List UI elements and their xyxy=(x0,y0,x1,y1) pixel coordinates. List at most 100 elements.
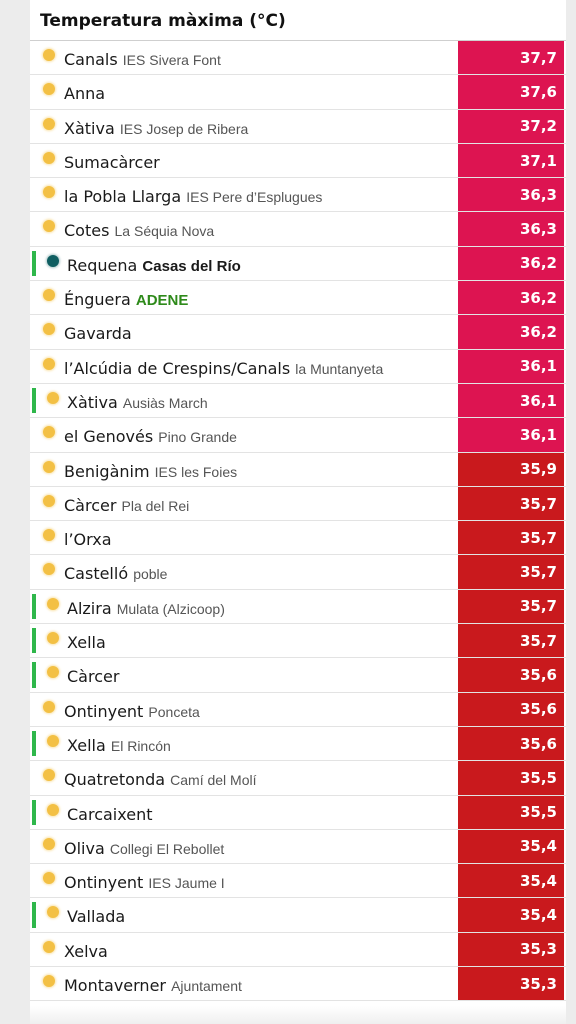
table-row[interactable]: Canals IES Sivera Font 37,7 xyxy=(30,41,566,76)
table-row[interactable]: l’Orxa 35,7 xyxy=(30,521,566,556)
temperature-value: 35,4 xyxy=(458,864,564,898)
sun-icon xyxy=(43,940,55,953)
table-row[interactable]: Ontinyent Ponceta 35,6 xyxy=(30,692,566,727)
table-row[interactable]: Xella 35,7 xyxy=(30,624,566,659)
sun-icon xyxy=(43,186,55,199)
sun-icon xyxy=(43,460,55,473)
station-name: Càrcer xyxy=(67,667,120,687)
station-label: Sumacàrcer xyxy=(64,153,160,172)
table-row[interactable]: Sumacàrcer 37,1 xyxy=(30,143,566,179)
row-marker xyxy=(32,593,36,620)
temperature-value: 35,5 xyxy=(458,761,564,795)
table-row[interactable]: Xàtiva Ausiàs March 36,1 xyxy=(30,383,566,419)
station-name: Xelva xyxy=(64,941,108,961)
station-name: Càrcer xyxy=(64,495,117,515)
station-place: Mulata (Alzicoop) xyxy=(116,600,225,617)
station-name: Oliva xyxy=(64,838,105,858)
station-label: Càrcer xyxy=(67,667,119,686)
sun-icon xyxy=(47,391,59,404)
station-label: Cotes La Séquia Nova xyxy=(64,221,214,240)
temperature-value: 36,3 xyxy=(458,178,564,212)
temperature-value: 36,2 xyxy=(458,246,564,281)
station-place: Camí del Molí xyxy=(170,772,257,789)
station-place: Pla del Rei xyxy=(121,497,190,514)
station-name: la Pobla Llarga xyxy=(64,187,182,207)
sun-icon xyxy=(43,769,55,782)
sun-icon xyxy=(47,632,59,645)
sun-icon xyxy=(43,837,55,850)
temperature-value: 35,7 xyxy=(458,521,564,555)
table-row[interactable]: el Genovés Pino Grande 36,1 xyxy=(30,418,566,453)
temperature-value: 35,4 xyxy=(458,898,564,932)
station-name: Xella xyxy=(67,735,106,755)
station-name: Xàtiva xyxy=(64,118,115,138)
temperature-value: 36,1 xyxy=(458,383,564,418)
station-name: Montaverner xyxy=(64,976,166,996)
temperature-value: 37,7 xyxy=(458,41,564,75)
station-name: Canals xyxy=(64,50,118,69)
table-row[interactable]: Vallada 35,4 xyxy=(30,898,566,933)
temperature-value: 35,3 xyxy=(458,967,564,1001)
station-label: Ontinyent IES Jaume I xyxy=(64,873,225,892)
table-row[interactable]: Quatretonda Camí del Molí 35,5 xyxy=(30,761,566,796)
station-name: Requena xyxy=(67,255,138,275)
station-place: ADENE xyxy=(135,292,189,310)
sun-icon xyxy=(47,906,59,919)
table-row[interactable]: Énguera ADENE 36,2 xyxy=(30,281,566,316)
temperature-value: 36,1 xyxy=(458,349,564,383)
station-place: IES Jaume I xyxy=(148,875,225,892)
station-place: Ajuntament xyxy=(171,978,242,995)
temperature-value: 37,1 xyxy=(458,143,564,178)
temperature-value: 36,2 xyxy=(458,315,564,349)
table-row[interactable]: Gavarda 36,2 xyxy=(30,315,566,350)
sun-icon xyxy=(43,220,55,233)
sun-icon xyxy=(43,151,55,164)
table-row[interactable]: Xàtiva IES Josep de Ribera 37,2 xyxy=(30,109,566,144)
temperature-value: 37,2 xyxy=(458,109,564,143)
table-row[interactable]: Castelló poble 35,7 xyxy=(30,555,566,590)
temperature-value: 35,9 xyxy=(458,452,564,486)
table-row[interactable]: Ontinyent IES Jaume I 35,4 xyxy=(30,864,566,899)
station-label: Requena Casas del Río xyxy=(67,256,241,275)
table-row[interactable]: Xella El Rincón 35,6 xyxy=(30,726,566,762)
table-row[interactable]: Càrcer Pla del Rei 35,7 xyxy=(30,486,566,522)
table-row[interactable]: Càrcer 35,6 xyxy=(30,658,566,693)
table-row[interactable]: Cotes La Séquia Nova 36,3 xyxy=(30,212,566,247)
station-name: Énguera xyxy=(64,290,131,310)
sun-icon xyxy=(43,529,55,542)
station-place: IES Sivera Font xyxy=(122,52,221,68)
table-row[interactable]: Alzira Mulata (Alzicoop) 35,7 xyxy=(30,589,566,625)
station-name: Benigànim xyxy=(64,461,150,481)
temperature-value: 35,7 xyxy=(458,589,564,624)
station-place: Pino Grande xyxy=(158,429,237,446)
table-row[interactable]: Requena Casas del Río 36,2 xyxy=(30,246,566,282)
table-row[interactable]: Anna 37,6 xyxy=(30,75,566,110)
table-row[interactable]: Benigànim IES les Foies 35,9 xyxy=(30,452,566,487)
temperature-value: 35,7 xyxy=(458,555,564,589)
sun-icon xyxy=(43,872,55,885)
station-place: El Rincón xyxy=(110,737,171,754)
station-label: l’Alcúdia de Crespins/Canals la Muntanye… xyxy=(64,359,383,378)
table-row[interactable]: Carcaixent 35,5 xyxy=(30,795,566,830)
sun-icon xyxy=(43,289,55,302)
table-row[interactable]: Xelva 35,3 xyxy=(30,932,566,968)
row-marker xyxy=(32,662,36,688)
table-row[interactable]: la Pobla Llarga IES Pere d’Esplugues 36,3 xyxy=(30,178,566,213)
station-label: Carcaixent xyxy=(67,805,152,824)
station-name: Castelló xyxy=(64,564,129,584)
temperature-value: 35,5 xyxy=(458,795,564,829)
row-marker xyxy=(32,730,36,757)
table-row[interactable]: Montaverner Ajuntament 35,3 xyxy=(30,967,566,1002)
station-place: IES Pere d’Esplugues xyxy=(186,189,323,206)
sun-icon xyxy=(43,494,55,507)
station-label: la Pobla Llarga IES Pere d’Esplugues xyxy=(64,187,322,206)
sun-icon xyxy=(47,734,59,747)
bottom-fade xyxy=(0,1006,576,1024)
station-name: Carcaixent xyxy=(67,804,153,824)
temperature-value: 36,1 xyxy=(458,418,564,452)
table-row[interactable]: Oliva Collegi El Rebollet 35,4 xyxy=(30,829,566,865)
table-row[interactable]: l’Alcúdia de Crespins/Canals la Muntanye… xyxy=(30,349,566,384)
station-name: el Genovés xyxy=(64,427,154,447)
station-dot-icon xyxy=(47,254,59,267)
station-place: Casas del Río xyxy=(142,257,241,275)
